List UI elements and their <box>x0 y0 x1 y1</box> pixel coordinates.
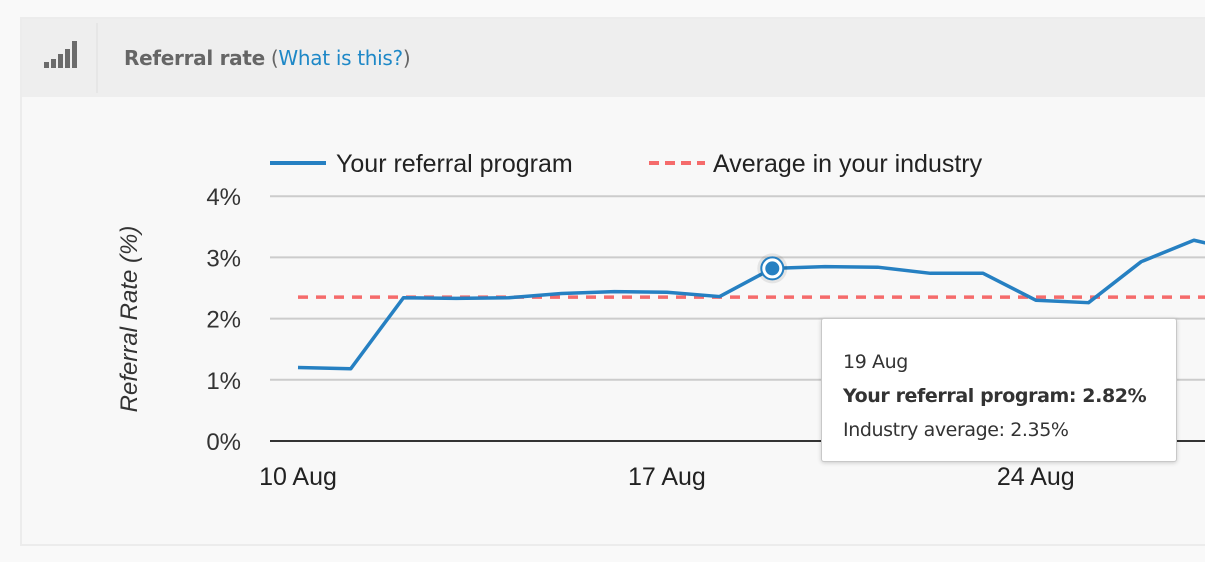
tooltip-date: 19 Aug <box>843 351 908 373</box>
tooltip-series-value: Your referral program: 2.82% <box>843 385 1147 407</box>
what-is-this-link[interactable]: What is this? <box>278 46 403 70</box>
chart-tooltip: 19 Aug Your referral program: 2.82% Indu… <box>821 318 1177 462</box>
x-tick-label: 10 Aug <box>259 463 337 491</box>
tooltip-industry-value: Industry average: 2.35% <box>843 419 1069 441</box>
y-tick-label: 3% <box>206 245 241 272</box>
x-tick-label: 17 Aug <box>628 463 706 491</box>
x-tick-label: 24 Aug <box>997 463 1075 491</box>
legend-industry-label[interactable]: Average in your industry <box>713 150 983 178</box>
panel-title: Referral rate (What is this?) <box>124 46 411 70</box>
signal-bars-icon <box>44 41 78 68</box>
highlighted-data-point[interactable] <box>765 261 780 276</box>
legend-series-label[interactable]: Your referral program <box>336 150 573 178</box>
y-tick-label: 2% <box>206 307 241 334</box>
y-axis-label: Referral Rate (%) <box>116 226 143 413</box>
header-icon-cell <box>22 23 98 93</box>
y-tick-label: 1% <box>206 368 241 395</box>
y-tick-label: 0% <box>206 429 241 456</box>
y-tick-label: 4% <box>206 184 241 211</box>
panel-title-text: Referral rate <box>124 46 265 70</box>
panel-header: Referral rate (What is this?) <box>22 19 1205 97</box>
paren-open: ( <box>264 46 279 70</box>
paren-close: ) <box>402 46 411 70</box>
referral-rate-panel: Referral rate (What is this?) <box>20 17 1205 546</box>
